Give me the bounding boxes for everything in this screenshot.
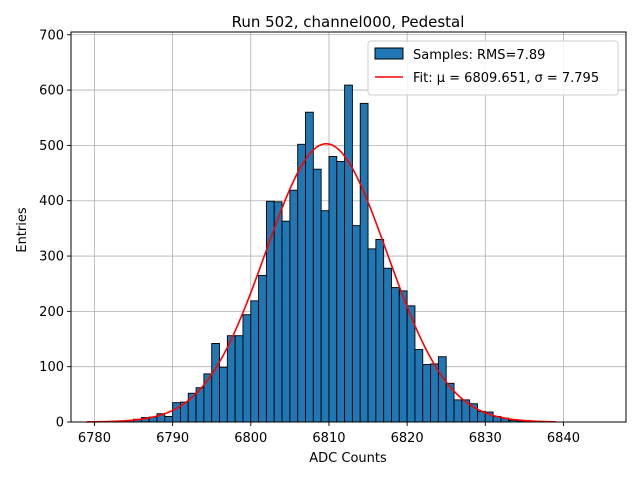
legend-fit-label: Fit: μ = 6809.651, σ = 7.795 xyxy=(413,71,599,86)
histogram-bar xyxy=(234,335,244,423)
histogram-bar xyxy=(250,300,260,423)
histogram-bar xyxy=(328,156,338,423)
histogram-bar xyxy=(273,201,283,423)
histogram-bar xyxy=(219,366,228,423)
histogram-bar xyxy=(265,200,275,423)
histogram-bar xyxy=(391,287,400,423)
y-tick-label: 400 xyxy=(39,194,64,209)
histogram-bar xyxy=(320,210,330,423)
y-tick-label: 500 xyxy=(39,139,64,154)
y-tick-label: 600 xyxy=(39,84,64,99)
fit-curve xyxy=(86,142,556,423)
histogram-bar xyxy=(211,342,220,423)
x-tick-label: 6830 xyxy=(469,431,502,446)
histogram-bar xyxy=(351,225,361,423)
x-tick-label: 6810 xyxy=(312,431,345,446)
histogram-bar xyxy=(281,220,291,423)
x-tick-label: 6820 xyxy=(391,431,424,446)
histogram-bar xyxy=(367,248,377,423)
histogram-bar xyxy=(258,274,267,423)
histogram-bar xyxy=(226,335,236,423)
histogram-bar xyxy=(453,399,463,423)
histogram-bar xyxy=(289,189,299,423)
histogram-bar xyxy=(414,349,424,423)
x-axis-ticks: 6780 6790 6800 6810 6820 6830 6840 xyxy=(78,422,580,446)
fit-curve-layer xyxy=(86,142,556,423)
histogram-bar xyxy=(242,314,252,423)
chart-title: Run 502, channel000, Pedestal xyxy=(232,13,465,31)
histogram-bar xyxy=(336,160,346,423)
histogram-bar xyxy=(437,356,447,423)
x-tick-label: 6800 xyxy=(234,431,267,446)
histogram-bar xyxy=(430,363,439,423)
histogram-bar xyxy=(172,402,181,423)
y-axis-ticks: 0 100 200 300 400 500 600 700 xyxy=(39,28,71,431)
x-tick-label: 6790 xyxy=(156,431,189,446)
axes-frame xyxy=(70,31,627,423)
legend-histogram-swatch xyxy=(374,47,404,60)
x-axis-label: ADC Counts xyxy=(309,451,387,466)
y-tick-label: 200 xyxy=(39,305,64,320)
histogram-bar xyxy=(297,143,306,423)
histogram-bar xyxy=(164,416,174,423)
y-tick-label: 700 xyxy=(39,28,64,43)
y-tick-label: 300 xyxy=(39,250,64,265)
histogram-bar xyxy=(398,290,408,423)
y-axis-label: Entries xyxy=(15,207,30,253)
x-tick-label: 6840 xyxy=(547,431,580,446)
legend-histogram-label: Samples: RMS=7.89 xyxy=(413,48,545,63)
histogram-bar xyxy=(375,238,385,423)
y-tick-label: 100 xyxy=(39,360,64,375)
histogram-bar xyxy=(383,267,392,423)
y-tick-label: 0 xyxy=(56,416,64,431)
x-tick-label: 6780 xyxy=(78,431,111,446)
histogram-bar xyxy=(312,168,322,423)
legend-box xyxy=(367,40,619,96)
histogram-bar xyxy=(422,364,432,423)
histogram-bar xyxy=(359,102,369,423)
histogram-bar xyxy=(344,84,353,423)
legend: Samples: RMS=7.89 Fit: μ = 6809.651, σ =… xyxy=(367,40,619,96)
